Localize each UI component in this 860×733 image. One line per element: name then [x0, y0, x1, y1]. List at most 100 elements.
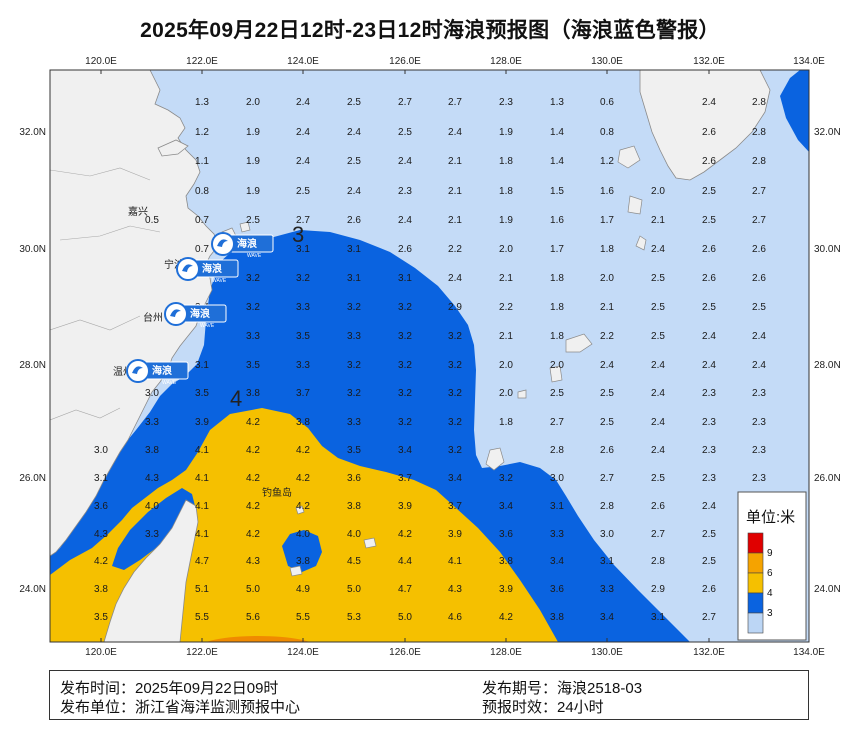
wave-value: 3.1: [600, 556, 614, 567]
wave-value: 4.2: [398, 529, 412, 540]
svg-text:海浪: 海浪: [237, 237, 257, 250]
wave-value: 3.2: [246, 273, 260, 284]
svg-text:WAVE: WAVE: [200, 323, 215, 329]
wave-value: 3.1: [347, 273, 361, 284]
wave-warning-icon: 海浪 WAVE: [176, 257, 239, 284]
wave-value: 2.4: [296, 127, 310, 138]
wave-value: 2.6: [702, 244, 716, 255]
wave-value: 4.2: [246, 473, 260, 484]
wave-value: 2.7: [600, 473, 614, 484]
wave-value: 2.7: [702, 612, 716, 623]
wave-value: 2.0: [550, 360, 564, 371]
wave-value: 2.5: [702, 215, 716, 226]
wave-value: 2.5: [296, 186, 310, 197]
wave-value: 3.1: [296, 244, 310, 255]
wave-value: 3.2: [448, 417, 462, 428]
wave-value: 3.2: [347, 302, 361, 313]
legend-label: 6: [767, 568, 773, 579]
legend-swatch: [747, 612, 764, 634]
wave-value: 2.5: [651, 302, 665, 313]
longitude-ticks-bottom: 120.0E 122.0E 124.0E 126.0E 128.0E 130.0E 132.…: [85, 638, 825, 658]
lon-tick-bottom: 130.0E: [591, 647, 623, 658]
wave-value: 3.7: [296, 388, 310, 399]
wave-value: 2.5: [246, 215, 260, 226]
wave-value: 4.3: [448, 584, 462, 595]
lon-tick-top: 134.0E: [793, 56, 825, 67]
wave-value: 2.7: [448, 97, 462, 108]
wave-value: 1.4: [550, 156, 564, 167]
wave-value: 3.1: [550, 501, 564, 512]
wave-value: 1.9: [499, 215, 513, 226]
wave-value: 2.5: [702, 302, 716, 313]
wave-value: 3.8: [145, 445, 159, 456]
wave-value: 3.9: [398, 501, 412, 512]
wave-value: 5.1: [195, 584, 209, 595]
wave-value: 5.5: [195, 612, 209, 623]
lat-tick-left: 26.0N: [19, 473, 46, 484]
wave-value: 2.6: [651, 501, 665, 512]
wave-value: 3.8: [296, 417, 310, 428]
wave-value: 3.3: [347, 331, 361, 342]
wave-value: 1.8: [499, 156, 513, 167]
wave-value: 2.3: [398, 186, 412, 197]
wave-value: 4.2: [296, 445, 310, 456]
wave-value: 2.7: [550, 417, 564, 428]
wave-value: 2.2: [499, 302, 513, 313]
wave-value: 2.3: [752, 445, 766, 456]
wave-value: 4.2: [296, 501, 310, 512]
wave-value: 3.3: [145, 417, 159, 428]
wave-value: 1.2: [195, 127, 209, 138]
wave-value: 4.3: [94, 529, 108, 540]
wave-value: 3.1: [651, 612, 665, 623]
wave-value: 2.3: [702, 388, 716, 399]
wave-value: 3.4: [398, 445, 412, 456]
wave-value: 4.1: [195, 501, 209, 512]
wave-value: 4.7: [195, 556, 209, 567]
wave-value: 1.3: [550, 97, 564, 108]
wave-value: 1.9: [246, 127, 260, 138]
wave-value: 1.6: [550, 215, 564, 226]
wave-value: 2.7: [651, 529, 665, 540]
latitude-ticks-left: 32.0N 30.0N 28.0N 26.0N 24.0N: [19, 127, 46, 595]
wave-value: 4.0: [347, 529, 361, 540]
sea-orange-zone: [206, 636, 310, 642]
wave-value: 1.2: [600, 156, 614, 167]
sea-blue-island-patch: [282, 530, 322, 572]
wave-value: 3.8: [499, 556, 513, 567]
wave-value: 0.8: [600, 127, 614, 138]
city-label: 嘉兴: [128, 205, 148, 218]
wave-value: 0.7: [195, 215, 209, 226]
wave-value: 2.5: [347, 156, 361, 167]
wave-value: 4.1: [195, 445, 209, 456]
wave-value: 2.0: [246, 97, 260, 108]
wave-value: 2.1: [499, 273, 513, 284]
wave-value: 3.3: [550, 529, 564, 540]
wave-value: 2.6: [702, 156, 716, 167]
wave-value: 2.7: [752, 186, 766, 197]
wave-value: 3.5: [94, 612, 108, 623]
lon-tick-bottom: 124.0E: [287, 647, 319, 658]
wave-value: 3.8: [94, 584, 108, 595]
lat-tick-right: 24.0N: [814, 584, 841, 595]
lat-tick-left: 24.0N: [19, 584, 46, 595]
wave-value: 3.9: [499, 584, 513, 595]
wave-value: 2.4: [398, 156, 412, 167]
wave-value: 3.2: [246, 302, 260, 313]
wave-value: 3.3: [347, 417, 361, 428]
lon-tick-top: 120.0E: [85, 56, 117, 67]
wave-value: 2.2: [600, 331, 614, 342]
wave-value: 2.4: [651, 244, 665, 255]
wave-value: 2.4: [296, 97, 310, 108]
wave-value: 3.5: [347, 445, 361, 456]
wave-value: 0.5: [145, 215, 159, 226]
wave-value: 3.0: [550, 473, 564, 484]
wave-value: 2.0: [499, 388, 513, 399]
wave-value: 3.1: [398, 273, 412, 284]
wave-value: 2.6: [702, 127, 716, 138]
wave-value: 5.0: [246, 584, 260, 595]
valid-period: 预报时效：24小时: [482, 699, 604, 716]
legend-swatch: [747, 552, 764, 574]
wave-value: 2.5: [752, 302, 766, 313]
svg-text:WAVE: WAVE: [162, 380, 177, 386]
lat-tick-left: 32.0N: [19, 127, 46, 138]
